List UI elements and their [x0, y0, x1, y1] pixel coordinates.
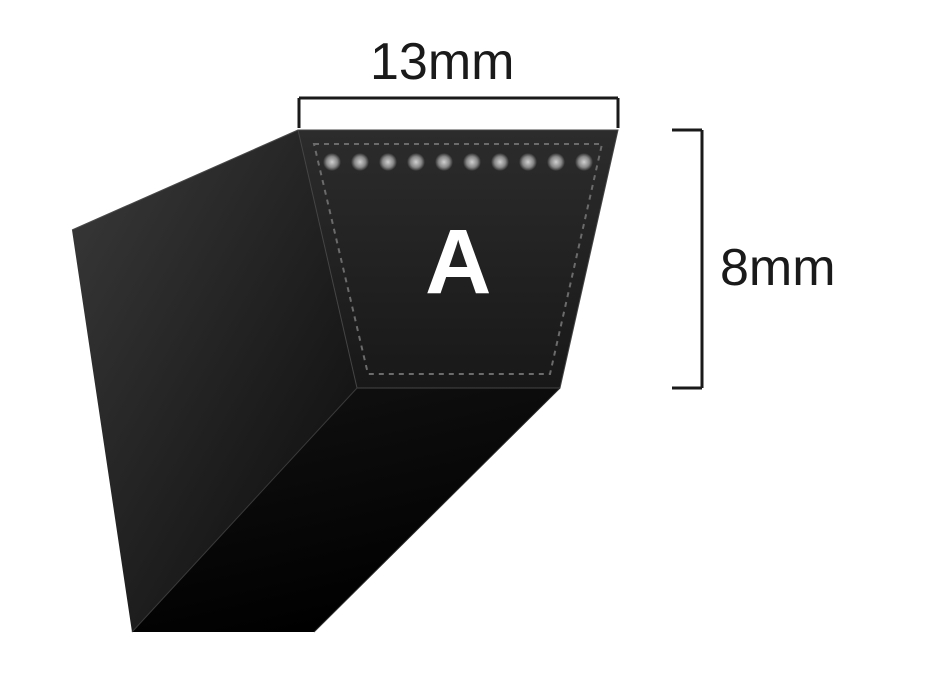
width-dimension-label: 13mm [370, 32, 514, 92]
vbelt-body [72, 130, 618, 632]
height-dimension-label: 8mm [720, 238, 836, 298]
height-dimension-bracket [672, 130, 702, 388]
width-dimension-bracket [299, 98, 618, 128]
vbelt-diagram [0, 0, 933, 700]
belt-section-letter: A [425, 210, 491, 315]
